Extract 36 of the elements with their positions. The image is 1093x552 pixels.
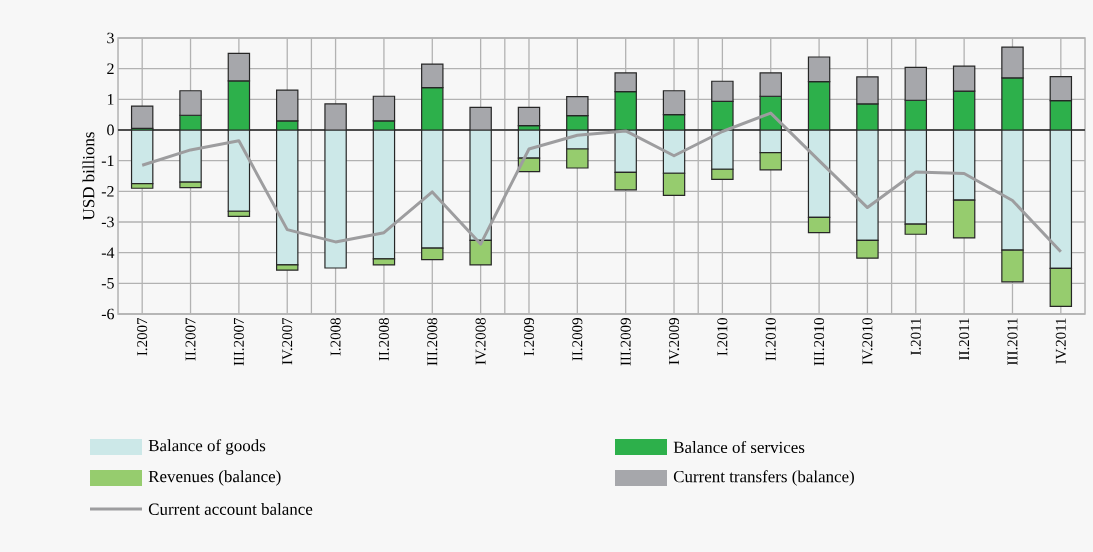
x-tick-label: III.2007 bbox=[233, 317, 244, 366]
x-tick-label: I.2010 bbox=[717, 318, 728, 356]
x-tick-label: IV.2007 bbox=[282, 317, 293, 365]
y-axis-title: USD billions bbox=[82, 132, 95, 221]
legend-label: Balance of services bbox=[673, 440, 805, 454]
y-tick-label: 3 bbox=[107, 32, 114, 44]
y-tick-label: -4 bbox=[101, 247, 115, 258]
x-tick-label: IV.2009 bbox=[668, 318, 680, 365]
y-tick-label: -2 bbox=[101, 186, 114, 197]
x-tick-label: IV.2011 bbox=[1055, 318, 1066, 364]
x-tick-label: I.2008 bbox=[330, 318, 341, 356]
x-tick-label: II.2010 bbox=[765, 318, 776, 361]
legend-label: Revenues (balance) bbox=[148, 470, 281, 486]
x-tick-label: I.2011 bbox=[910, 318, 921, 355]
y-tick-label: -3 bbox=[101, 216, 114, 228]
y-tick-label: 1 bbox=[107, 94, 114, 105]
y-tick-label: 2 bbox=[107, 63, 114, 74]
y-tick-label: 0 bbox=[107, 124, 114, 136]
x-tick-label: I.2007 bbox=[137, 317, 148, 356]
y-tick-label: -5 bbox=[101, 278, 114, 289]
x-tick-label: III.2009 bbox=[620, 318, 631, 366]
x-tick-label: III.2008 bbox=[427, 318, 438, 366]
x-tick-label: IV.2010 bbox=[862, 318, 873, 365]
legend-label: Current account balance bbox=[148, 503, 313, 515]
x-tick-label: II.2007 bbox=[185, 317, 196, 361]
x-tick-label: II.2008 bbox=[378, 318, 390, 361]
x-tick-label: IV.2008 bbox=[475, 318, 486, 365]
x-tick-label: III.2010 bbox=[814, 318, 825, 366]
x-tick-label: II.2011 bbox=[959, 318, 970, 360]
x-tick-label: II.2009 bbox=[572, 318, 583, 361]
y-tick-label: -6 bbox=[101, 308, 115, 320]
legend-label: Current transfers (balance) bbox=[673, 470, 854, 486]
x-tick-label: I.2009 bbox=[523, 318, 535, 356]
legend-label: Balance of goods bbox=[148, 439, 266, 455]
y-tick-label: -1 bbox=[101, 155, 114, 166]
x-tick-label: III.2011 bbox=[1007, 318, 1018, 365]
